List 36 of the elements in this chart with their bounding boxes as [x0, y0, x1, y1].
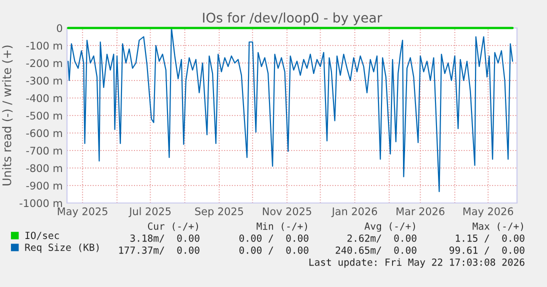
- x-tick-label: May 2026: [463, 207, 514, 218]
- text: 240.65m/ 0.00: [336, 246, 416, 255]
- y-tick-label: -200 m: [26, 59, 62, 68]
- text: 0.00 / 0.00: [239, 234, 308, 243]
- y-tick-label: -400 m: [26, 94, 62, 102]
- text: 2.62m/ 0.00: [347, 234, 416, 243]
- x-tick-label: Sep 2025: [195, 207, 244, 218]
- text: Cur (-/+): [148, 222, 198, 231]
- y-tick-label: -1000 m: [20, 199, 62, 208]
- text: Avg (-/+): [364, 222, 415, 232]
- y-tick-label: -300 m: [26, 76, 62, 85]
- x-tick-label: Mar 2026: [396, 207, 444, 216]
- x-tick-label: Jan 2026: [331, 207, 378, 218]
- x-tick-label: Nov 2025: [262, 207, 312, 216]
- y-tick-label: -100 m: [26, 42, 62, 50]
- text: 0.00 / 0.00: [239, 246, 308, 255]
- x-tick-label: Jul 2025: [128, 207, 171, 218]
- y-tick-label: -900 m: [26, 182, 62, 190]
- y-tick-label: -600 m: [26, 129, 62, 138]
- text: 177.37m/ 0.00: [119, 246, 200, 255]
- text: Min (-/+): [256, 222, 307, 231]
- y-tick-label: -800 m: [26, 164, 62, 172]
- line-series: [68, 27, 514, 192]
- text: Max (-/+): [472, 222, 523, 231]
- text: 1.15 / 0.00: [456, 234, 524, 243]
- x-tick-label: May 2025: [58, 207, 108, 218]
- chart-title: IOs for /dev/loop0 - by year: [203, 12, 382, 26]
- legend-label: IO/sec: [26, 232, 59, 240]
- y-tick-label: -700 m: [26, 146, 62, 155]
- legend-label: Req Size (KB): [25, 243, 99, 253]
- y-tick-label: -500 m: [26, 112, 62, 120]
- y-axis-title: Units read (-) / write (+): [2, 46, 13, 186]
- y-tick-label: 0: [56, 24, 62, 32]
- text: 99.61 / 0.00: [450, 246, 524, 255]
- text: 3.18m/ 0.00: [130, 234, 200, 243]
- text: Last update: Fri May 22 17:03:08 2026: [309, 258, 524, 268]
